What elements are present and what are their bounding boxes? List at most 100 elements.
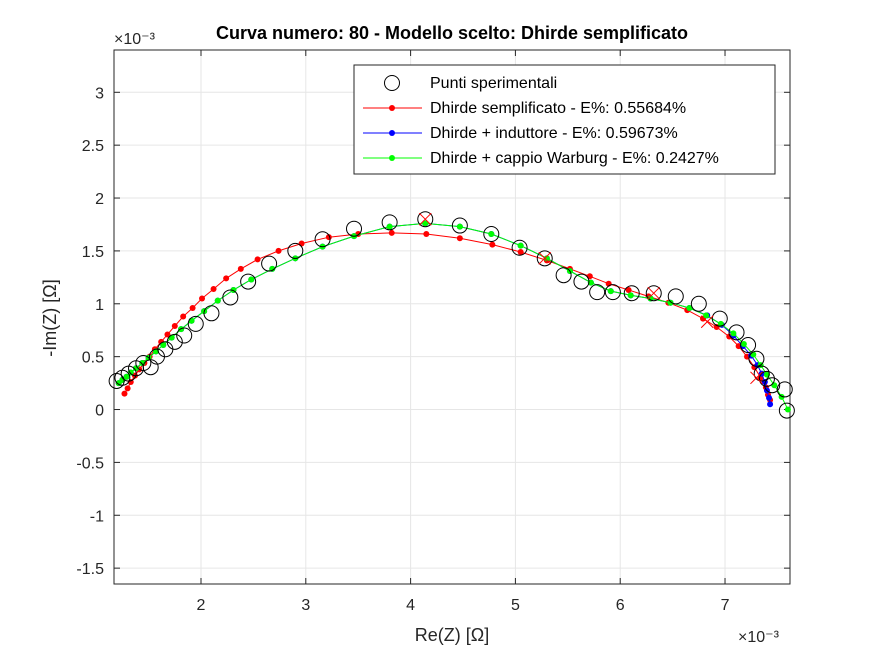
legend: Punti sperimentali Dhirde semplificato - …	[353, 64, 776, 175]
chart-title: Curva numero: 80 - Modello scelto: Dhird…	[216, 23, 688, 43]
experimental-point	[758, 370, 775, 387]
data-point	[123, 373, 130, 380]
experimental-point	[555, 267, 572, 284]
data-point	[488, 230, 495, 237]
data-point	[248, 276, 255, 283]
data-point	[388, 229, 395, 236]
data-point	[767, 401, 774, 408]
data-point	[214, 297, 221, 304]
data-point	[171, 322, 178, 329]
data-point	[489, 241, 496, 248]
data-point	[456, 235, 463, 242]
data-point	[254, 256, 261, 263]
data-point	[686, 305, 693, 312]
y-tick-label: 3	[95, 85, 104, 102]
data-point	[386, 223, 393, 230]
y-tick-label: 2	[95, 191, 104, 208]
data-point	[124, 385, 131, 392]
experimental-point	[135, 354, 152, 371]
data-point	[703, 312, 710, 319]
series-group	[108, 211, 795, 419]
legend-item-3: Dhirde + cappio Warburg - E%: 0.2427%	[363, 150, 719, 167]
data-point	[543, 255, 550, 262]
experimental-point	[623, 285, 640, 302]
data-point	[121, 390, 128, 397]
experimental-point	[589, 284, 606, 301]
experimental-point	[740, 337, 757, 354]
series-3	[115, 220, 791, 413]
plot-box	[113, 49, 791, 585]
experimental-point	[667, 288, 684, 305]
y-tick-label: -0.5	[76, 455, 104, 472]
data-point	[607, 288, 614, 295]
y-tick-label: 1	[95, 297, 104, 314]
excluded-mark	[418, 212, 432, 226]
experimental-point	[753, 365, 770, 382]
experimental-point	[728, 324, 745, 341]
data-point	[517, 242, 524, 249]
data-point	[730, 330, 737, 337]
y-axis-ticks: -1.5 -1 -0.5 0 0.5 1 1.5 2 2.5 3	[76, 85, 790, 578]
experimental-point	[142, 359, 159, 376]
series-0	[108, 211, 795, 419]
data-point	[180, 313, 187, 320]
y-axis-label: -Im(Z) [Ω]	[40, 279, 60, 356]
data-point	[667, 299, 674, 306]
experimental-point	[417, 211, 434, 228]
x-tick-label: 6	[616, 597, 625, 614]
y-axis-exponent: ×10⁻³	[114, 31, 156, 48]
experimental-point	[604, 284, 621, 301]
data-point	[423, 230, 430, 237]
data-point	[456, 223, 463, 230]
data-point	[422, 220, 429, 227]
experimental-point	[536, 250, 553, 267]
data-point	[210, 285, 217, 292]
y-tick-label: 2.5	[82, 138, 104, 155]
legend-dot	[389, 105, 395, 111]
data-point	[627, 292, 634, 299]
experimental-point	[690, 295, 707, 312]
experimental-point	[645, 285, 662, 302]
legend-item-1: Dhirde semplificato - E%: 0.55684%	[363, 100, 686, 117]
experimental-point	[511, 239, 528, 256]
data-point	[625, 287, 632, 294]
data-point	[740, 340, 747, 347]
data-point	[164, 331, 171, 338]
legend-label: Dhirde semplificato - E%: 0.55684%	[430, 100, 686, 117]
excluded-mark	[700, 315, 714, 329]
experimental-point	[261, 255, 278, 272]
excluded-points	[418, 212, 763, 385]
x-axis-exponent: ×10⁻³	[738, 629, 780, 646]
experimental-point	[187, 315, 204, 332]
experimental-point	[776, 381, 793, 398]
experimental-point	[346, 220, 363, 237]
experimental-point	[222, 289, 239, 306]
data-point	[199, 295, 206, 302]
data-point	[771, 382, 778, 389]
data-point	[189, 305, 196, 312]
experimental-point	[778, 402, 795, 419]
x-tick-label: 2	[197, 597, 206, 614]
legend-item-2: Dhirde + induttore - E%: 0.59673%	[363, 125, 678, 142]
experimental-point	[748, 350, 765, 367]
legend-dot	[389, 130, 395, 136]
legend-label: Dhirde + cappio Warburg - E%: 0.2427%	[430, 150, 719, 167]
experimental-point	[166, 333, 183, 350]
x-tick-label: 5	[511, 597, 520, 614]
legend-box	[353, 64, 776, 175]
data-point	[160, 342, 167, 349]
data-point	[647, 295, 654, 302]
experimental-point	[573, 273, 590, 290]
data-point	[237, 265, 244, 272]
excluded-mark	[647, 286, 661, 300]
y-tick-label: 1.5	[82, 244, 104, 261]
excluded-mark	[750, 371, 763, 385]
experimental-point	[451, 217, 468, 234]
legend-circle	[384, 75, 400, 91]
experimental-point	[711, 310, 728, 327]
x-tick-label: 4	[406, 597, 415, 614]
experimental-point	[240, 273, 257, 290]
legend-item-0: Punti sperimentali	[384, 75, 557, 92]
legend-label: Punti sperimentali	[430, 75, 557, 92]
